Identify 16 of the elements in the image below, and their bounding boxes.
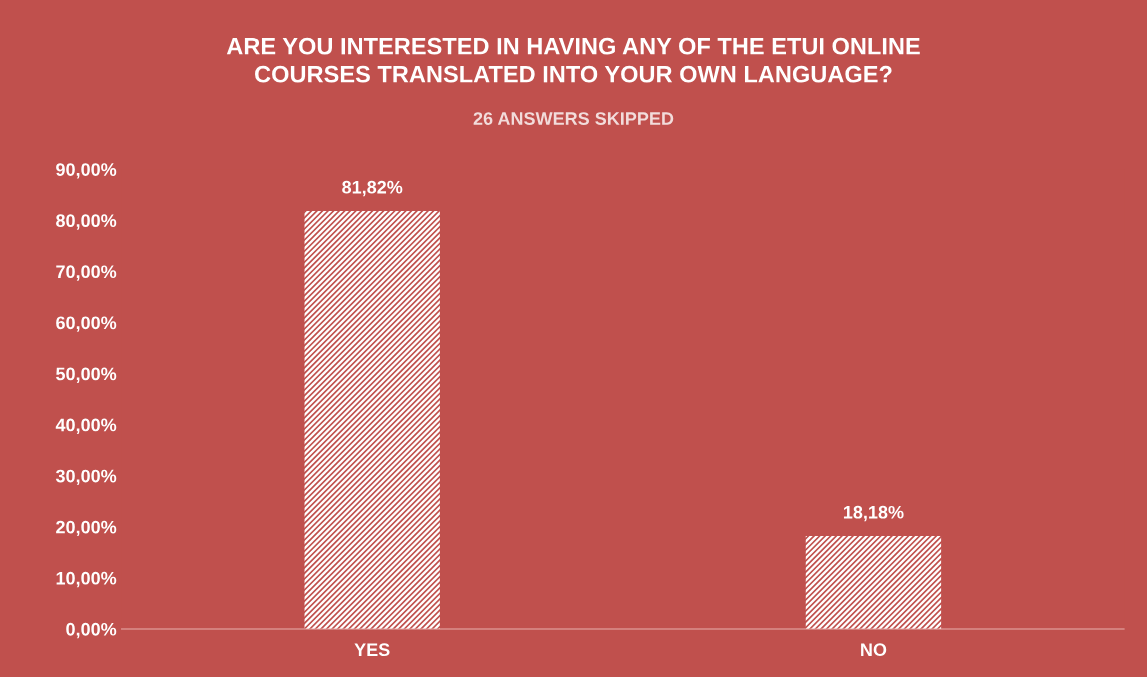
y-tick-label: 0,00% [66, 622, 117, 639]
chart-subtitle: 26 ANSWERS SKIPPED [473, 112, 674, 125]
y-tick-label: 60,00% [56, 316, 117, 332]
chart-title: ARE YOU INTERESTED IN HAVING ANY OF THE ETUI ONLINE COURSES TRANSLATED INTO YOUR OWN LANGUAGE? [226, 37, 920, 83]
y-tick-label: 80,00% [56, 214, 117, 230]
y-tick-label: 10,00% [56, 571, 117, 588]
y-tick-label: 30,00% [55, 469, 117, 486]
data-label: 18,18% [843, 505, 904, 522]
data-label: 81,82% [342, 180, 403, 197]
y-tick-label: 90,00% [56, 163, 117, 179]
x-tick-label: NO [861, 643, 887, 657]
y-tick-label: 50,00% [56, 367, 117, 383]
y-tick-label: 40,00% [55, 418, 117, 434]
y-tick-label: 20,00% [56, 520, 117, 537]
x-tick-label: YES [354, 643, 390, 657]
y-tick-label: 70,00% [56, 265, 117, 281]
